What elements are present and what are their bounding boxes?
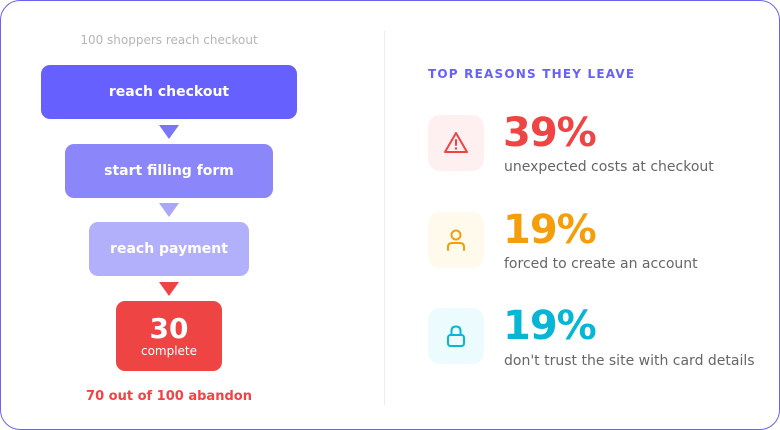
arrow-down-icon	[159, 203, 179, 217]
reason-percent: 19%	[503, 303, 597, 349]
reason-text: forced to create an account	[504, 256, 698, 272]
lock-icon	[428, 308, 484, 364]
user-icon	[428, 212, 484, 268]
result-value: 30	[149, 312, 189, 345]
arrow-down-icon	[159, 125, 179, 139]
arrow-down-icon	[159, 282, 179, 296]
funnel-caption: 100 shoppers reach checkout	[80, 33, 258, 47]
abandon-summary: 70 out of 100 abandon	[86, 389, 252, 404]
reason-text: unexpected costs at checkout	[504, 159, 714, 175]
reasons-heading: TOP REASONS THEY LEAVE	[428, 67, 636, 81]
funnel-step-reach-checkout: reach checkout	[41, 65, 297, 119]
reason-text: don't trust the site with card details	[504, 353, 755, 369]
reason-percent: 19%	[503, 207, 597, 253]
funnel-step-reach-payment: reach payment	[89, 222, 249, 276]
divider	[384, 31, 385, 405]
reason-percent: 39%	[503, 110, 597, 156]
warning-triangle-icon	[428, 115, 484, 171]
result-label: complete	[140, 344, 198, 358]
funnel-step-start-filling-form: start filling form	[65, 144, 273, 198]
funnel-result: 30 complete	[116, 301, 222, 371]
